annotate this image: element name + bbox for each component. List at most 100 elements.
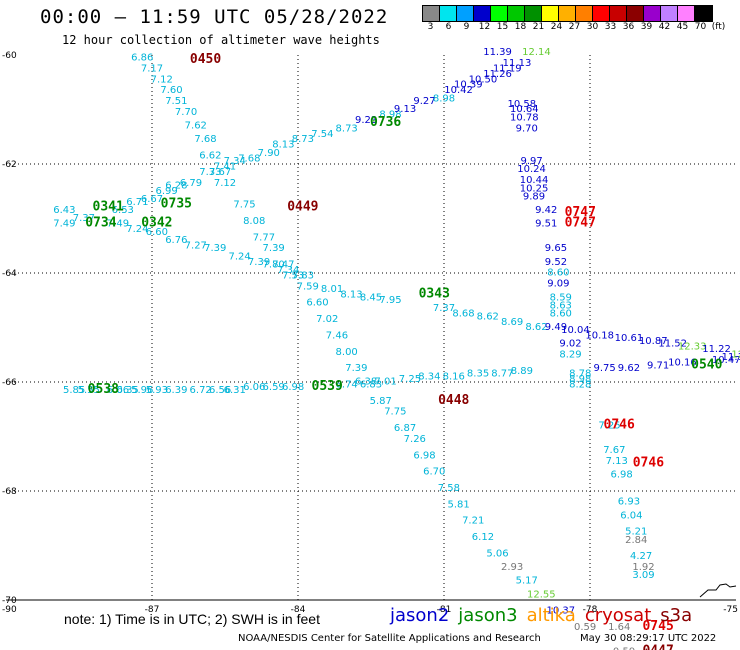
lat-tick-label: -62	[2, 160, 17, 170]
swh-value-label: 7.70	[175, 107, 197, 118]
pass-time-label: 0747	[565, 216, 596, 231]
color-scale-label: 30	[586, 22, 599, 32]
swh-value-label: 11.13	[503, 58, 532, 69]
color-scale-label: 21	[532, 22, 545, 32]
swh-value-label: 8.45	[360, 292, 382, 303]
swh-value-label: 8.98	[379, 110, 401, 121]
swh-value-label: 9.49	[545, 322, 567, 333]
swh-value-label: 7.13	[606, 456, 628, 467]
swh-value-label: 8.60	[547, 268, 569, 279]
swh-value-label: 5.17	[516, 576, 538, 587]
swh-value-label: 7.46	[326, 330, 348, 341]
swh-value-label: 10.18	[585, 330, 614, 341]
swh-value-label: 7.77	[253, 232, 275, 243]
color-scale-label: 6	[445, 22, 452, 32]
swh-value-label: 8.73	[336, 123, 358, 134]
color-scale-label: 39	[640, 22, 653, 32]
color-scale-label: 42	[658, 22, 671, 32]
swh-value-label: 8.13	[340, 290, 362, 301]
color-swatch	[423, 6, 440, 21]
lat-tick-label: -66	[2, 378, 17, 388]
lon-tick-label: -84	[291, 605, 306, 615]
color-scale-label: 45	[676, 22, 689, 32]
color-swatch	[627, 6, 644, 21]
lon-tick-label: -87	[145, 605, 160, 615]
swh-value-label: 6.72	[190, 385, 212, 396]
swh-value-label: 10.78	[510, 112, 539, 123]
swh-value-label: 9.52	[545, 257, 567, 268]
swh-value-label: 8.62	[525, 322, 547, 333]
swh-value-label: 8.01	[321, 284, 343, 295]
swh-value-label: 8.08	[243, 216, 265, 227]
swh-value-label: 5.85	[63, 385, 85, 396]
swh-value-label: 8.69	[501, 317, 523, 328]
lat-tick-label: -70	[2, 596, 17, 606]
generated-timestamp: May 30 08:29:17 UTC 2022	[580, 633, 717, 644]
swh-value-label: 6.12	[472, 532, 494, 543]
color-swatch	[457, 6, 474, 21]
swh-value-label: 7.17	[141, 63, 163, 74]
swh-value-label: 7.75	[384, 407, 406, 418]
swh-value-label: 10.42	[444, 85, 473, 96]
swh-value-label: 8.68	[452, 309, 474, 320]
observations-layer: 6.867.177.127.607.517.707.627.686.627.67…	[53, 47, 740, 650]
swh-value-label: 8.16	[443, 371, 465, 382]
swh-value-label: 6.76	[165, 235, 187, 246]
swh-value-label: 10.61	[615, 333, 644, 344]
swh-value-label: 7.68	[194, 134, 216, 145]
swh-value-label: 7.67	[603, 445, 625, 456]
swh-value-label: 10.64	[510, 104, 539, 115]
swh-value-label: 7.25	[598, 420, 620, 431]
swh-value-label: 9.27	[413, 96, 435, 107]
swh-value-label: 9.89	[523, 191, 545, 202]
swh-value-label: 7.27	[185, 240, 207, 251]
pass-time-label: 0449	[287, 199, 318, 214]
lon-tick-label: -81	[437, 605, 452, 615]
swh-value-label: 5.96	[131, 385, 153, 396]
swh-value-label: 7.02	[316, 314, 338, 325]
color-scale-label: 18	[514, 22, 527, 32]
color-swatch	[542, 6, 559, 21]
swh-value-label: 6.99	[155, 186, 177, 197]
swh-value-label: 10.44	[520, 175, 549, 186]
swh-value-label: 7.25	[399, 374, 421, 385]
color-scale-label: 33	[604, 22, 617, 32]
swh-value-label: 5.93	[146, 385, 168, 396]
swh-value-label: 7.60	[160, 85, 182, 96]
swh-value-label: 7.59	[297, 281, 319, 292]
color-swatch	[661, 6, 678, 21]
swh-value-label: 8.62	[477, 311, 499, 322]
swh-value-label: 6.71	[126, 197, 148, 208]
swh-value-label: 9.71	[647, 360, 669, 371]
pass-time-label: 0747	[565, 205, 596, 220]
swh-value-label: 7.49	[53, 219, 75, 230]
color-swatch	[593, 6, 610, 21]
swh-value-label: 6.98	[413, 450, 435, 461]
color-swatch	[525, 6, 542, 21]
swh-value-label: 7.47	[272, 260, 294, 271]
swh-value-label: 4.27	[630, 551, 652, 562]
swh-value-label: 6.67	[141, 194, 163, 205]
swh-value-label: 2.84	[625, 535, 647, 546]
swh-value-label: 6.35	[117, 385, 139, 396]
swh-value-label: 11.22	[702, 344, 731, 355]
swh-value-label: 5.87	[370, 396, 392, 407]
swh-value-label: 1.92	[632, 562, 654, 573]
swh-value-label: 11.19	[493, 63, 522, 74]
swh-value-label: 7.68	[238, 153, 260, 164]
swh-value-label: 0.59	[613, 647, 635, 650]
swh-value-label: 6.62	[199, 151, 221, 162]
swh-value-label: 12.14	[522, 47, 551, 58]
pass-time-label: 0450	[190, 52, 221, 67]
color-scale-label: 9	[463, 22, 470, 32]
color-swatch	[440, 6, 457, 21]
page-subtitle: 12 hour collection of altimeter wave hei…	[62, 33, 380, 47]
swh-value-label: 8.00	[336, 347, 358, 358]
swh-value-label: 7.41	[214, 161, 236, 172]
swh-value-label: 9.97	[520, 156, 542, 167]
swh-value-label: 7.24	[126, 224, 148, 235]
swh-value-label: 6.83	[360, 379, 382, 390]
lat-tick-label: -60	[2, 51, 17, 61]
swh-value-label: 8.73	[292, 134, 314, 145]
